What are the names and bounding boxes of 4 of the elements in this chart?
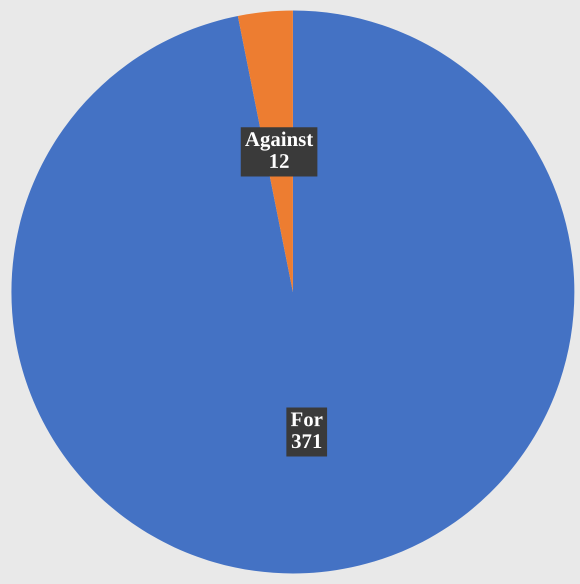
slice-label: Against xyxy=(245,132,314,151)
data-label: 371 xyxy=(292,434,322,448)
data-label: 12 xyxy=(270,154,289,168)
slice-label: For xyxy=(290,412,322,426)
